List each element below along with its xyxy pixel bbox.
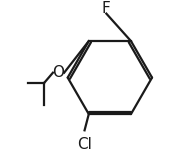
Text: O: O — [53, 65, 65, 80]
Text: Cl: Cl — [77, 137, 92, 152]
Text: F: F — [102, 1, 111, 16]
